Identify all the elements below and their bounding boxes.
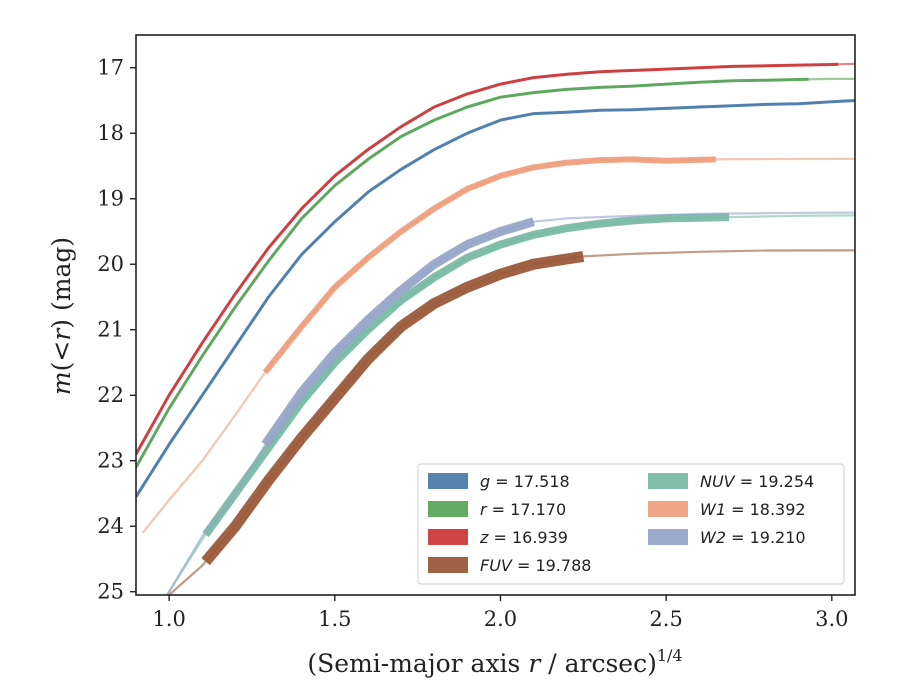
- legend-swatch: [648, 473, 688, 489]
- series-fuv: [167, 249, 855, 595]
- series-nuv-band: [202, 213, 730, 538]
- legend-item-g: g = 17.518: [428, 472, 570, 491]
- x-tick-label: 3.0: [815, 607, 848, 631]
- y-tick-label: 22: [97, 383, 124, 407]
- legend-label: FUV = 19.788: [480, 556, 591, 575]
- legend-item-nuv: NUV = 19.254: [648, 472, 814, 491]
- legend-swatch: [648, 501, 688, 517]
- y-tick-label: 18: [97, 121, 124, 145]
- legend-swatch: [428, 501, 468, 517]
- series-w1: [141, 156, 855, 534]
- x-axis-ticks: 1.0 1.5 2.0 2.5 3.0: [152, 595, 849, 631]
- legend-item-fuv: FUV = 19.788: [428, 556, 591, 575]
- y-tick-label: 17: [97, 56, 124, 80]
- legend-item-w1: W1 = 18.392: [648, 500, 806, 519]
- series-g: [136, 99, 855, 498]
- legend-label: r = 17.170: [480, 500, 566, 519]
- legend-item-z: z = 16.939: [428, 528, 568, 547]
- y-tick-label: 21: [97, 318, 124, 342]
- x-axis-label: (Semi-major axis r / arcsec)1/4: [307, 646, 682, 678]
- legend-frame: [417, 463, 845, 585]
- x-axis-label-var: r: [528, 649, 542, 678]
- legend-item-w2: W2 = 19.210: [648, 528, 806, 547]
- series-z-band: [136, 62, 839, 455]
- series-r: [136, 77, 855, 469]
- series-z: [136, 62, 855, 455]
- series-layer: [136, 62, 855, 595]
- x-tick-label: 2.0: [484, 607, 517, 631]
- x-tick-label: 2.5: [649, 607, 682, 631]
- series-w1-band: [262, 156, 716, 375]
- y-tick-label: 25: [97, 580, 124, 604]
- plot-frame: [135, 34, 856, 596]
- series-g-band: [136, 99, 855, 498]
- x-tick-label: 1.0: [152, 607, 185, 631]
- legend: g = 17.518 r = 17.170 z = 16.939 FUV = 19.7…: [417, 463, 845, 585]
- legend-item-r: r = 17.170: [428, 500, 566, 519]
- x-tick-label: 1.5: [318, 607, 351, 631]
- y-tick-label: 19: [97, 187, 124, 211]
- series-r-band: [136, 77, 809, 469]
- legend-swatch: [648, 529, 688, 545]
- y-tick-label: 20: [97, 252, 124, 276]
- y-axis-ticks: 17 18 19 20 21 22 23 24 25: [97, 56, 136, 604]
- legend-label: W1 = 18.392: [700, 500, 806, 519]
- legend-swatch: [428, 557, 468, 573]
- y-tick-label: 24: [97, 514, 124, 538]
- series-fuv-band: [201, 250, 585, 566]
- legend-swatch: [428, 529, 468, 545]
- x-axis-label-exponent: 1/4: [657, 646, 683, 665]
- legend-swatch: [428, 473, 468, 489]
- legend-label: z = 16.939: [479, 528, 568, 547]
- legend-label: NUV = 19.254: [700, 472, 814, 491]
- series-w2-band: [261, 217, 535, 447]
- series-w2: [166, 211, 855, 595]
- legend-label: g = 17.518: [480, 472, 570, 491]
- y-axis-label: m(<r) (mag): [47, 237, 76, 395]
- legend-label: W2 = 19.210: [700, 528, 806, 547]
- series-nuv: [166, 213, 855, 595]
- y-tick-label: 23: [97, 449, 124, 473]
